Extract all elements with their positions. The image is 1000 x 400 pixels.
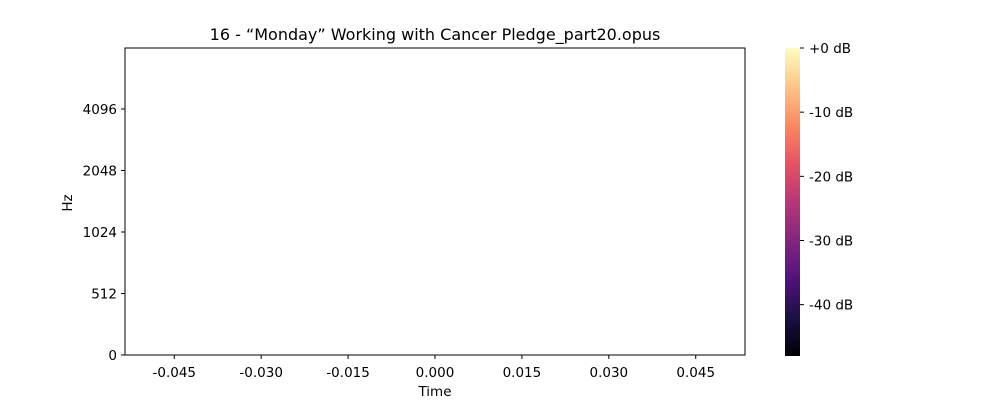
y-tick-label: 4096	[83, 102, 117, 118]
x-tick-label: -0.045	[152, 365, 196, 381]
x-tick-label: -0.030	[239, 365, 283, 381]
y-tick-label: 1024	[83, 225, 117, 241]
colorbar	[785, 48, 800, 356]
chart-title: 16 - “Monday” Working with Cancer Pledge…	[210, 25, 661, 45]
y-tick-label: 0	[108, 348, 117, 364]
colorbar-tick-label: -20 dB	[809, 169, 853, 185]
y-tick-label: 2048	[83, 164, 117, 180]
x-tick-label: 0.015	[503, 365, 542, 381]
y-tick-label: 512	[91, 287, 117, 303]
colorbar-tick-label: -30 dB	[809, 234, 853, 250]
x-tick-label: 0.045	[676, 365, 715, 381]
colorbar-tick-label: +0 dB	[809, 41, 851, 57]
y-axis-label: Hz	[60, 194, 76, 211]
colorbar-axis: +0 dB -10 dB -20 dB -30 dB -40 dB	[800, 41, 853, 314]
x-tick-label: -0.015	[326, 365, 370, 381]
y-axis: 0 512 1024 2048 4096	[83, 102, 125, 364]
x-axis-label: Time	[417, 384, 451, 400]
x-tick-label: 0.030	[590, 365, 629, 381]
x-axis: -0.045 -0.030 -0.015 0.000 0.015 0.030 0.045	[152, 355, 715, 381]
x-tick-label: 0.000	[416, 365, 455, 381]
colorbar-tick-label: -40 dB	[809, 298, 853, 314]
colorbar-tick-label: -10 dB	[809, 105, 853, 121]
plot-area	[124, 47, 746, 356]
